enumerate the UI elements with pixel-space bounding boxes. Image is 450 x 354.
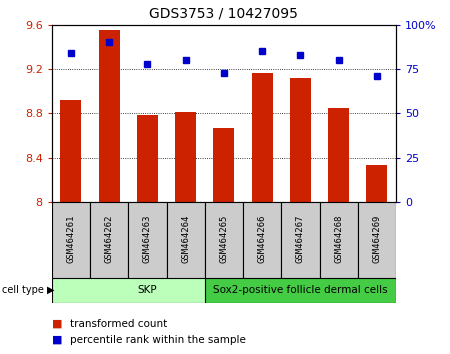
Text: ■: ■: [52, 319, 62, 329]
Bar: [243, 202, 281, 278]
Bar: [328, 108, 349, 202]
Bar: [99, 30, 120, 202]
Text: GSM464262: GSM464262: [104, 214, 113, 263]
Text: transformed count: transformed count: [70, 319, 167, 329]
Text: GSM464269: GSM464269: [373, 214, 382, 263]
Bar: [128, 202, 166, 278]
Text: ■: ■: [52, 335, 62, 345]
Bar: [90, 202, 128, 278]
Text: GSM464264: GSM464264: [181, 214, 190, 263]
Bar: [252, 73, 273, 202]
Bar: [205, 278, 396, 303]
Text: GSM464265: GSM464265: [220, 214, 228, 263]
Bar: [137, 115, 158, 202]
Text: GSM464266: GSM464266: [257, 214, 266, 263]
Text: GSM464268: GSM464268: [334, 214, 343, 263]
Bar: [175, 112, 196, 202]
Bar: [213, 128, 234, 202]
Text: cell type ▶: cell type ▶: [2, 285, 55, 295]
Bar: [205, 202, 243, 278]
Bar: [290, 78, 311, 202]
Bar: [52, 278, 243, 303]
Text: GSM464267: GSM464267: [296, 214, 305, 263]
Bar: [281, 202, 320, 278]
Text: GSM464261: GSM464261: [67, 214, 76, 263]
Title: GDS3753 / 10427095: GDS3753 / 10427095: [149, 7, 298, 21]
Text: SKP: SKP: [138, 285, 157, 295]
Bar: [320, 202, 358, 278]
Text: GSM464263: GSM464263: [143, 214, 152, 263]
Text: Sox2-positive follicle dermal cells: Sox2-positive follicle dermal cells: [213, 285, 388, 295]
Bar: [166, 202, 205, 278]
Bar: [358, 202, 396, 278]
Text: percentile rank within the sample: percentile rank within the sample: [70, 335, 246, 345]
Bar: [60, 100, 81, 202]
Bar: [366, 165, 387, 202]
Bar: [52, 202, 90, 278]
